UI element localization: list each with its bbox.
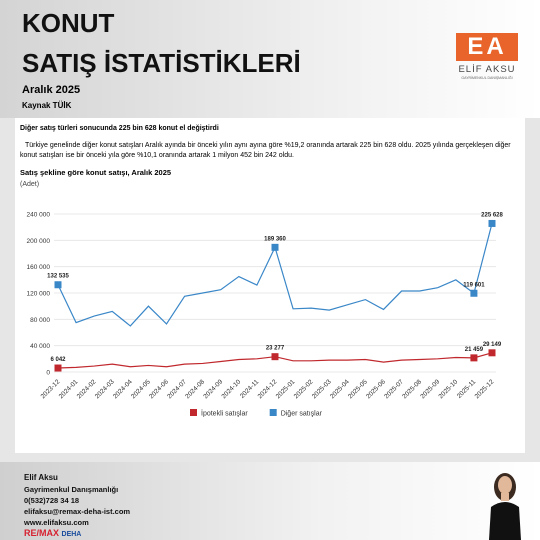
x-tick-label: 2024-10 [220,378,242,400]
x-tick-label: 2025-12 [474,378,496,400]
footer-email: elifaksu@remax-deha-ist.com [24,507,131,516]
y-tick-label: 240 000 [27,212,51,219]
headline: Diğer satış türleri sonucunda 225 bin 62… [20,125,219,132]
brand: RE/MAX DEHA [24,528,81,538]
footer-web: www.elifaksu.com [24,518,89,527]
legend-label: İpotekli satışlar [201,409,248,418]
body-text: Türkiye genelinde diğer konut satışları … [20,142,511,159]
legend-label: Diğer satışlar [281,411,323,418]
dress [489,502,521,540]
face [498,476,512,494]
x-tick-label: 2025-10 [437,378,459,400]
title: SATIŞ İSTATİSTİKLERİ [22,48,301,78]
data-label: 119 601 [463,282,485,288]
data-label: 21 459 [465,347,484,353]
y-tick-label: 0 [46,370,50,377]
portrait [489,473,521,540]
title: KONUT [22,8,115,38]
footer-role: Gayrimenkul Danışmanlığı [24,485,119,494]
date: Aralık 2025 [22,84,81,96]
legend-swatch [269,409,277,416]
header [0,0,540,118]
footer-name: Elif Aksu [24,473,58,482]
neck [501,493,509,501]
source: Kaynak TÜİK [22,101,72,110]
data-label: 132 535 [47,274,69,280]
data-label: 6 042 [50,357,66,363]
office: DEHA [61,531,82,538]
brand-name: RE/MAX [24,528,60,538]
y-tick-label: 120 000 [27,291,51,298]
legend-swatch [190,409,197,416]
point-marker [470,289,478,297]
y-tick-label: 160 000 [27,264,51,271]
logo-mark: EA [456,33,518,61]
y-tick-label: 200 000 [27,238,51,245]
point-marker [488,219,496,227]
footer-phone: 0(532)728 34 18 [24,496,80,505]
point-marker [54,364,62,372]
data-label: 189 360 [264,236,286,242]
point-marker [271,243,279,251]
content-panel [15,118,525,453]
logo-name: ELİF AKSU [458,64,516,75]
footer [0,462,540,540]
point-marker [54,281,62,289]
point-marker [470,354,478,362]
data-label: 29 149 [483,342,502,348]
y-tick-label: 40 000 [30,343,50,350]
point-marker [488,349,496,357]
y-tick-label: 80 000 [30,317,50,324]
data-label: 225 628 [481,212,503,218]
logo-tagline: GAYRİMENKUL DANIŞMANLIĞI [461,76,513,80]
data-label: 23 277 [266,346,285,352]
point-marker [271,353,279,361]
chart-subtitle: (Adet) [20,181,39,188]
chart-title: Satış şekline göre konut satışı, Aralık … [20,168,171,177]
